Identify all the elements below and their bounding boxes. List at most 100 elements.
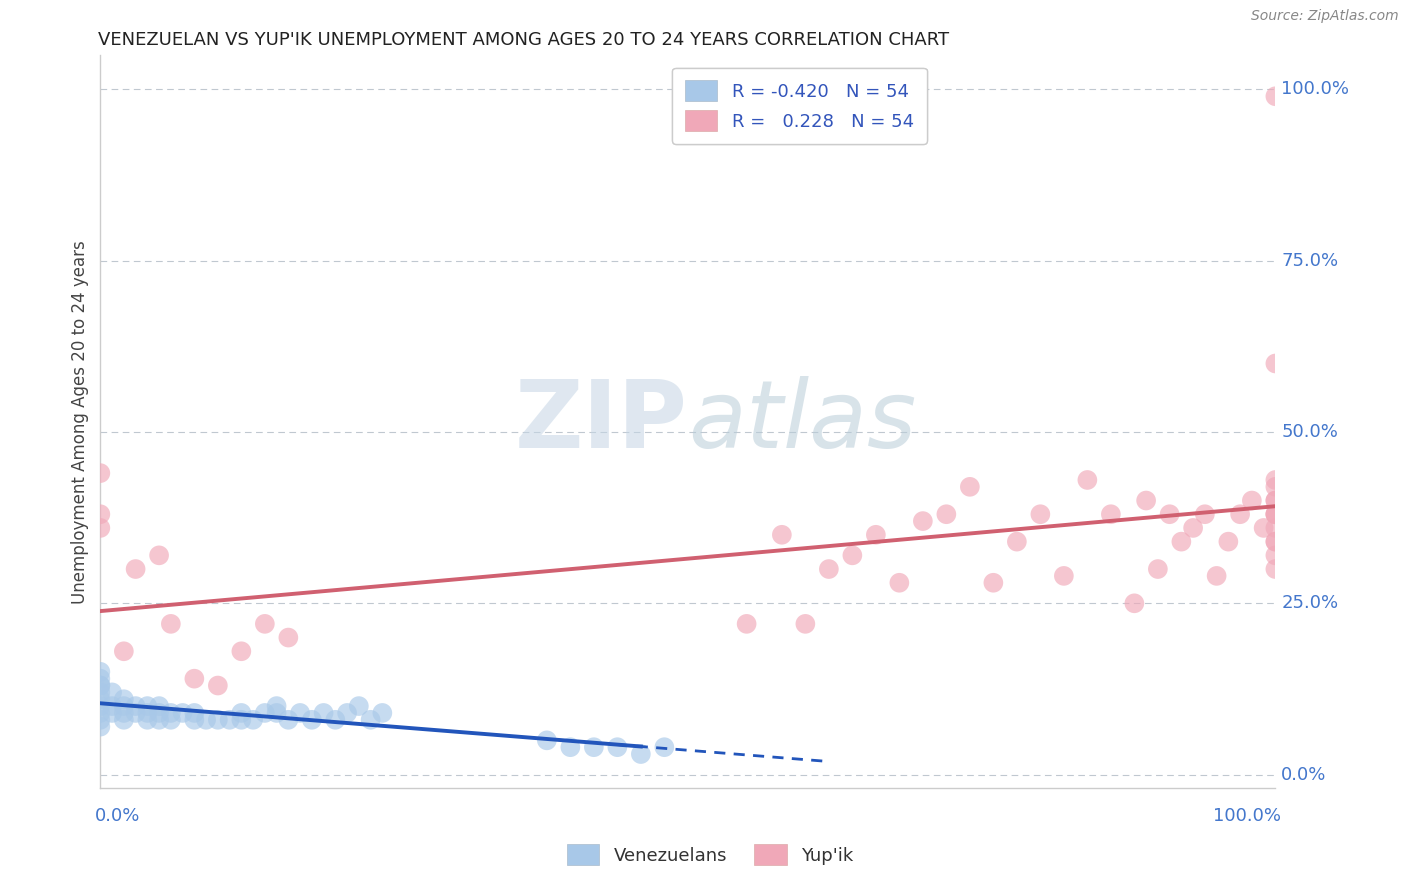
Point bbox=[89, 713, 111, 727]
Point bbox=[288, 706, 311, 720]
Point bbox=[124, 706, 146, 720]
Point bbox=[231, 644, 253, 658]
Point bbox=[1264, 549, 1286, 563]
Point bbox=[1194, 507, 1216, 521]
Point bbox=[1264, 534, 1286, 549]
Point bbox=[231, 713, 253, 727]
Point bbox=[160, 616, 183, 631]
Point bbox=[183, 672, 205, 686]
Point bbox=[1264, 507, 1286, 521]
Point bbox=[136, 706, 159, 720]
Point bbox=[654, 740, 676, 755]
Point bbox=[1123, 596, 1146, 610]
Point bbox=[1264, 480, 1286, 494]
Point bbox=[101, 699, 124, 714]
Text: 25.0%: 25.0% bbox=[1281, 594, 1339, 612]
Point bbox=[124, 699, 146, 714]
Point bbox=[112, 699, 135, 714]
Text: 50.0%: 50.0% bbox=[1281, 423, 1339, 441]
Point bbox=[101, 685, 124, 699]
Point bbox=[841, 549, 863, 563]
Legend: R = -0.420   N = 54, R =   0.228   N = 54: R = -0.420 N = 54, R = 0.228 N = 54 bbox=[672, 68, 927, 144]
Text: Source: ZipAtlas.com: Source: ZipAtlas.com bbox=[1251, 9, 1399, 23]
Point bbox=[1229, 507, 1251, 521]
Text: 100.0%: 100.0% bbox=[1281, 80, 1350, 98]
Point bbox=[89, 692, 111, 706]
Point bbox=[1170, 534, 1192, 549]
Point bbox=[360, 713, 382, 727]
Point bbox=[231, 706, 253, 720]
Point bbox=[889, 575, 911, 590]
Point bbox=[865, 528, 887, 542]
Point bbox=[253, 706, 276, 720]
Point bbox=[1182, 521, 1205, 535]
Point bbox=[89, 672, 111, 686]
Point bbox=[1264, 562, 1286, 576]
Point bbox=[101, 706, 124, 720]
Point bbox=[312, 706, 335, 720]
Point bbox=[1264, 521, 1286, 535]
Point bbox=[1264, 473, 1286, 487]
Point bbox=[89, 720, 111, 734]
Point bbox=[136, 699, 159, 714]
Point bbox=[1264, 493, 1286, 508]
Point bbox=[1264, 534, 1286, 549]
Legend: Venezuelans, Yup'ik: Venezuelans, Yup'ik bbox=[560, 837, 860, 872]
Point bbox=[1053, 569, 1076, 583]
Point bbox=[1005, 534, 1028, 549]
Point bbox=[794, 616, 817, 631]
Point bbox=[1135, 493, 1157, 508]
Point bbox=[89, 507, 111, 521]
Text: ZIP: ZIP bbox=[515, 376, 688, 467]
Point bbox=[325, 713, 347, 727]
Text: atlas: atlas bbox=[688, 376, 917, 467]
Point bbox=[160, 713, 183, 727]
Point bbox=[983, 575, 1005, 590]
Text: 100.0%: 100.0% bbox=[1213, 806, 1281, 824]
Point bbox=[89, 679, 111, 693]
Point bbox=[183, 706, 205, 720]
Point bbox=[1147, 562, 1170, 576]
Text: 0.0%: 0.0% bbox=[1281, 765, 1327, 783]
Point bbox=[735, 616, 758, 631]
Point bbox=[266, 706, 288, 720]
Point bbox=[1264, 89, 1286, 103]
Point bbox=[253, 616, 276, 631]
Y-axis label: Unemployment Among Ages 20 to 24 years: Unemployment Among Ages 20 to 24 years bbox=[72, 240, 89, 604]
Point bbox=[1099, 507, 1122, 521]
Point bbox=[136, 713, 159, 727]
Point bbox=[935, 507, 957, 521]
Point bbox=[266, 699, 288, 714]
Point bbox=[124, 562, 146, 576]
Point bbox=[112, 692, 135, 706]
Point bbox=[148, 549, 170, 563]
Point bbox=[818, 562, 841, 576]
Point bbox=[1264, 507, 1286, 521]
Point bbox=[277, 713, 299, 727]
Point bbox=[112, 644, 135, 658]
Point bbox=[89, 521, 111, 535]
Point bbox=[347, 699, 370, 714]
Point bbox=[207, 679, 229, 693]
Point bbox=[112, 706, 135, 720]
Point bbox=[148, 706, 170, 720]
Point bbox=[89, 706, 111, 720]
Point bbox=[1264, 507, 1286, 521]
Point bbox=[195, 713, 218, 727]
Point bbox=[536, 733, 558, 747]
Point bbox=[606, 740, 628, 755]
Point bbox=[582, 740, 605, 755]
Point bbox=[89, 679, 111, 693]
Text: VENEZUELAN VS YUP'IK UNEMPLOYMENT AMONG AGES 20 TO 24 YEARS CORRELATION CHART: VENEZUELAN VS YUP'IK UNEMPLOYMENT AMONG … bbox=[98, 31, 949, 49]
Point bbox=[301, 713, 323, 727]
Point bbox=[89, 466, 111, 480]
Point bbox=[560, 740, 582, 755]
Point bbox=[89, 685, 111, 699]
Point bbox=[112, 713, 135, 727]
Point bbox=[242, 713, 264, 727]
Point bbox=[1218, 534, 1240, 549]
Text: 0.0%: 0.0% bbox=[94, 806, 139, 824]
Point bbox=[1253, 521, 1275, 535]
Point bbox=[1264, 356, 1286, 370]
Point bbox=[172, 706, 194, 720]
